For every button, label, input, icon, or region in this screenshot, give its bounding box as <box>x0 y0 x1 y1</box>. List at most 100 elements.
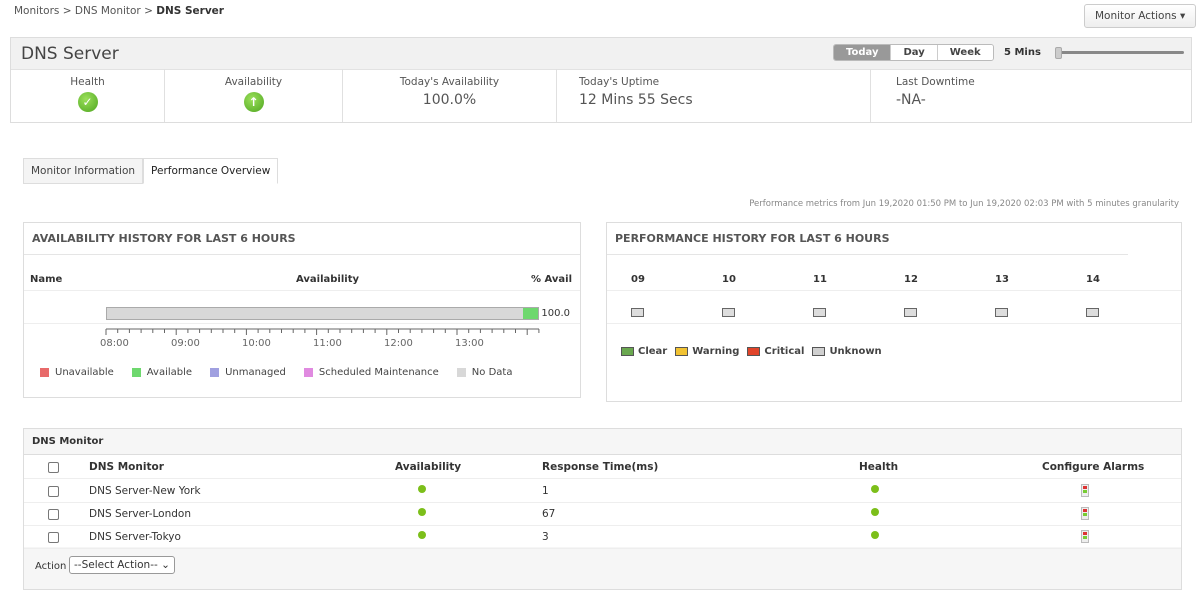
legend-item: Scheduled Maintenance <box>303 367 439 378</box>
status-unknown-marker[interactable] <box>1086 308 1099 317</box>
pct-avail-value: 100.0 <box>541 308 570 319</box>
last-downtime-stat: Last Downtime -NA- <box>871 69 1189 122</box>
todays-availability-stat: Today's Availability 100.0% <box>343 69 557 122</box>
hour-label: 12 <box>904 274 918 285</box>
legend-item: Warning <box>675 346 739 357</box>
th-availability: Availability <box>395 461 462 473</box>
availability-stat: Availability ↑ <box>165 69 343 122</box>
status-unknown-marker[interactable] <box>813 308 826 317</box>
breadcrumb: Monitors > DNS Monitor > DNS Server <box>14 5 224 17</box>
tick-label: 08:00 <box>100 338 129 349</box>
response-time: 67 <box>542 508 556 520</box>
legend-label: Available <box>146 367 193 378</box>
last-downtime-value: -NA- <box>896 92 926 108</box>
availability-up-icon <box>418 508 426 516</box>
page-title: DNS Server <box>21 44 119 64</box>
configure-alarm-icon[interactable] <box>1081 484 1089 497</box>
legend-label: Unknown <box>829 346 882 357</box>
uptime-value: 12 Mins 55 Secs <box>579 92 693 108</box>
check-icon: ✓ <box>77 92 98 112</box>
interval-label: 5 Mins <box>1004 47 1041 58</box>
legend-label: Unavailable <box>55 367 114 378</box>
table-row[interactable]: DNS Server-Tokyo 3 <box>24 525 1181 549</box>
monitor-header: DNS Server Today Day Week 5 Mins Health … <box>10 37 1192 123</box>
breadcrumb-sep: > <box>144 5 153 17</box>
legend-swatch <box>456 368 466 377</box>
legend-item: Unmanaged <box>210 367 286 378</box>
time-axis <box>105 328 540 335</box>
period-today[interactable]: Today <box>834 45 891 60</box>
metrics-note: Performance metrics from Jun 19,2020 01:… <box>749 199 1179 209</box>
dns-table-title: DNS Monitor <box>24 429 1181 455</box>
legend-label: Unmanaged <box>225 367 286 378</box>
breadcrumb-current: DNS Server <box>156 5 224 17</box>
breadcrumb-dns-monitor[interactable]: DNS Monitor <box>74 5 141 17</box>
th-response-time: Response Time(ms) <box>542 461 659 473</box>
configure-alarm-icon[interactable] <box>1081 530 1089 543</box>
legend-swatch <box>621 347 634 356</box>
legend-item: Available <box>131 367 193 378</box>
health-stat: Health ✓ <box>11 69 165 122</box>
select-all-checkbox[interactable] <box>48 462 59 473</box>
hour-label: 13 <box>995 274 1009 285</box>
tick-label: 11:00 <box>313 338 342 349</box>
slider-handle[interactable] <box>1055 47 1062 59</box>
monitor-name-link[interactable]: DNS Server-New York <box>89 485 201 497</box>
legend-swatch <box>812 347 826 356</box>
uptime-label: Today's Uptime <box>579 76 660 88</box>
hour-label: 14 <box>1086 274 1100 285</box>
last-downtime-label: Last Downtime <box>896 76 975 88</box>
legend-label: Critical <box>764 346 805 357</box>
legend-swatch <box>210 368 220 377</box>
tab-monitor-information[interactable]: Monitor Information <box>23 158 144 184</box>
period-selector: Today Day Week <box>833 44 994 61</box>
performance-legend: Clear Warning Critical Unknown <box>621 346 890 357</box>
legend-label: Clear <box>638 346 668 357</box>
row-checkbox[interactable] <box>48 486 59 497</box>
breadcrumb-sep: > <box>62 5 72 17</box>
status-unknown-marker[interactable] <box>722 308 735 317</box>
availability-bar[interactable] <box>106 307 539 320</box>
dns-monitor-table: DNS Monitor DNS Monitor Availability Res… <box>23 428 1182 590</box>
health-clear-icon <box>871 531 879 539</box>
uptime-stat: Today's Uptime 12 Mins 55 Secs <box>557 69 871 122</box>
monitor-actions-button[interactable]: Monitor Actions ▾ <box>1084 4 1197 28</box>
availability-history-panel: AVAILABILITY HISTORY FOR LAST 6 HOURS Na… <box>23 222 581 398</box>
table-row[interactable]: DNS Server-London 67 <box>24 502 1181 526</box>
table-row[interactable]: DNS Server-New York 1 <box>24 479 1181 503</box>
legend-item: Unknown <box>812 346 882 357</box>
status-unknown-marker[interactable] <box>631 308 644 317</box>
status-unknown-marker[interactable] <box>904 308 917 317</box>
monitor-name-link[interactable]: DNS Server-Tokyo <box>89 531 181 543</box>
row-checkbox[interactable] <box>48 509 59 520</box>
tick-label: 13:00 <box>455 338 484 349</box>
hour-label: 09 <box>631 274 645 285</box>
configure-alarm-icon[interactable] <box>1081 507 1089 520</box>
table-header: DNS Monitor Availability Response Time(m… <box>24 455 1181 479</box>
tick-label: 10:00 <box>242 338 271 349</box>
col-availability: Availability <box>296 274 359 285</box>
col-pct-avail: % Avail <box>530 274 572 285</box>
th-dns-monitor: DNS Monitor <box>89 461 164 473</box>
monitor-name-link[interactable]: DNS Server-London <box>89 508 191 520</box>
availability-history-title: AVAILABILITY HISTORY FOR LAST 6 HOURS <box>24 223 580 255</box>
tick-label: 12:00 <box>384 338 413 349</box>
period-day[interactable]: Day <box>890 45 937 60</box>
health-label: Health <box>70 76 105 88</box>
th-configure-alarms: Configure Alarms <box>1042 461 1145 473</box>
performance-history-panel: PERFORMANCE HISTORY FOR LAST 6 HOURS 09 1… <box>606 222 1182 402</box>
interval-slider[interactable] <box>1055 47 1184 59</box>
arrow-up-icon: ↑ <box>243 92 264 112</box>
period-week[interactable]: Week <box>936 45 993 60</box>
breadcrumb-monitors[interactable]: Monitors <box>14 5 60 17</box>
legend-swatch <box>303 368 313 377</box>
chevron-down-icon: ⌄ <box>161 559 170 571</box>
legend-item: Unavailable <box>40 367 114 378</box>
availability-legend: Unavailable Available Unmanaged Scheduled M… <box>40 367 530 378</box>
action-select[interactable]: --Select Action-- ⌄ <box>69 556 175 574</box>
tab-performance-overview[interactable]: Performance Overview <box>143 158 279 184</box>
legend-swatch <box>131 368 141 377</box>
row-checkbox[interactable] <box>48 532 59 543</box>
status-unknown-marker[interactable] <box>995 308 1008 317</box>
legend-item: Clear <box>621 346 667 357</box>
